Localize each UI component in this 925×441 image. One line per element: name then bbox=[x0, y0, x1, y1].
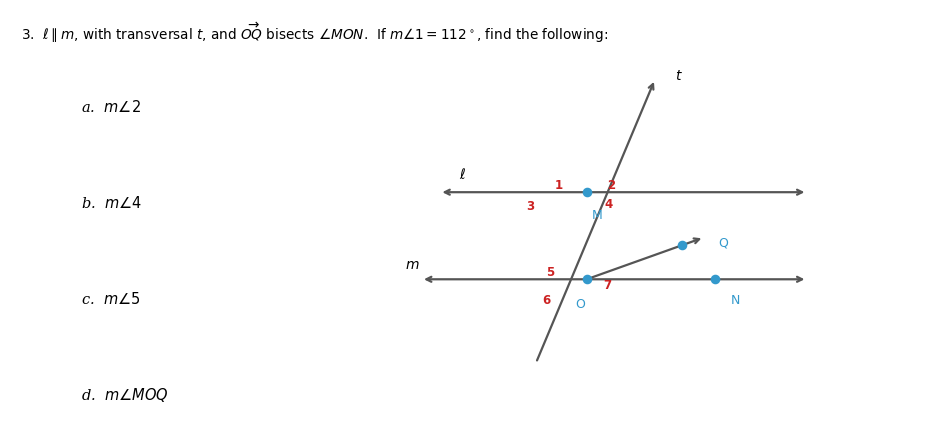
Text: $t$: $t$ bbox=[675, 69, 684, 83]
Text: $\ell$: $\ell$ bbox=[459, 168, 466, 183]
Text: c.  $m\angle 5$: c. $m\angle 5$ bbox=[80, 291, 141, 307]
Text: b.  $m\angle 4$: b. $m\angle 4$ bbox=[80, 195, 142, 211]
Text: 5: 5 bbox=[546, 266, 554, 279]
Text: O: O bbox=[575, 299, 586, 311]
Point bbox=[708, 276, 722, 283]
Text: 1: 1 bbox=[554, 179, 562, 192]
Text: 4: 4 bbox=[605, 198, 613, 211]
Text: d.  $m\angle MOQ$: d. $m\angle MOQ$ bbox=[80, 386, 168, 404]
Point bbox=[674, 242, 689, 249]
Text: 3: 3 bbox=[526, 200, 534, 213]
Text: Q: Q bbox=[719, 237, 728, 250]
Text: N: N bbox=[731, 294, 740, 306]
Text: $m$: $m$ bbox=[404, 258, 419, 272]
Point bbox=[579, 276, 594, 283]
Text: 3.  $\ell \parallel m$, with transversal $t$, and $\overrightarrow{OQ}$ bisects : 3. $\ell \parallel m$, with transversal … bbox=[21, 20, 609, 45]
Point bbox=[579, 189, 594, 196]
Text: 6: 6 bbox=[542, 294, 550, 307]
Text: a.  $m\angle 2$: a. $m\angle 2$ bbox=[80, 99, 141, 115]
Text: 7: 7 bbox=[603, 279, 610, 292]
Text: 2: 2 bbox=[607, 179, 615, 192]
Text: M: M bbox=[591, 209, 602, 222]
